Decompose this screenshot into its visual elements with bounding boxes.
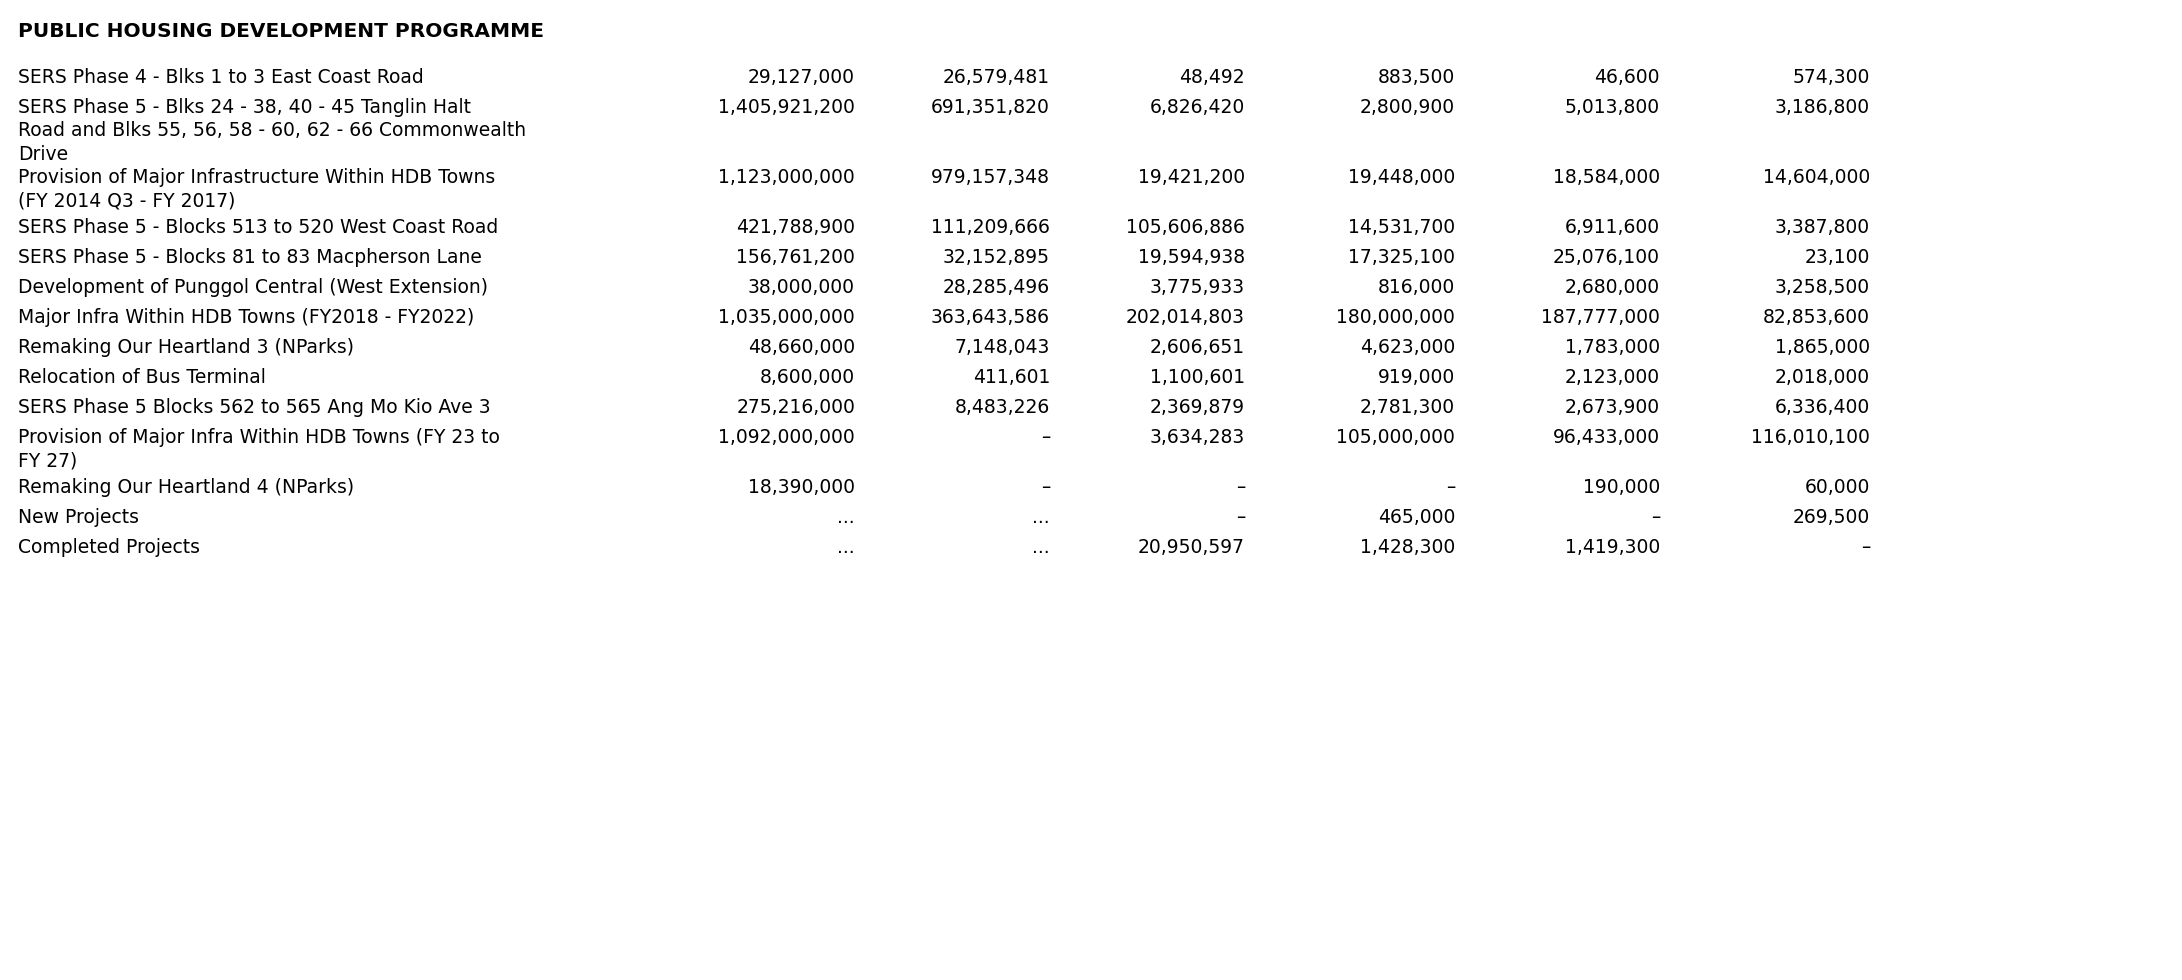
Text: ...: ... — [838, 538, 855, 557]
Text: 2,018,000: 2,018,000 — [1774, 368, 1870, 387]
Text: Development of Punggol Central (West Extension): Development of Punggol Central (West Ext… — [17, 278, 489, 297]
Text: 2,781,300: 2,781,300 — [1359, 398, 1455, 417]
Text: SERS Phase 5 - Blocks 513 to 520 West Coast Road: SERS Phase 5 - Blocks 513 to 520 West Co… — [17, 218, 497, 237]
Text: Completed Projects: Completed Projects — [17, 538, 201, 557]
Text: SERS Phase 4 - Blks 1 to 3 East Coast Road: SERS Phase 4 - Blks 1 to 3 East Coast Ro… — [17, 68, 423, 87]
Text: 23,100: 23,100 — [1805, 248, 1870, 267]
Text: 14,604,000: 14,604,000 — [1763, 168, 1870, 187]
Text: 187,777,000: 187,777,000 — [1540, 308, 1661, 327]
Text: 111,209,666: 111,209,666 — [932, 218, 1050, 237]
Text: SERS Phase 5 - Blocks 81 to 83 Macpherson Lane: SERS Phase 5 - Blocks 81 to 83 Macpherso… — [17, 248, 482, 267]
Text: –: – — [1652, 508, 1661, 527]
Text: 8,483,226: 8,483,226 — [956, 398, 1050, 417]
Text: –: – — [1041, 428, 1050, 447]
Text: 2,606,651: 2,606,651 — [1150, 338, 1246, 357]
Text: 6,826,420: 6,826,420 — [1150, 98, 1246, 117]
Text: 411,601: 411,601 — [973, 368, 1050, 387]
Text: –: – — [1447, 478, 1455, 497]
Text: 2,680,000: 2,680,000 — [1564, 278, 1661, 297]
Text: 574,300: 574,300 — [1794, 68, 1870, 87]
Text: Remaking Our Heartland 4 (NParks): Remaking Our Heartland 4 (NParks) — [17, 478, 353, 497]
Text: 3,258,500: 3,258,500 — [1774, 278, 1870, 297]
Text: 19,594,938: 19,594,938 — [1137, 248, 1246, 267]
Text: –: – — [1235, 478, 1246, 497]
Text: ...: ... — [1032, 508, 1050, 527]
Text: 14,531,700: 14,531,700 — [1348, 218, 1455, 237]
Text: 275,216,000: 275,216,000 — [735, 398, 855, 417]
Text: 48,660,000: 48,660,000 — [748, 338, 855, 357]
Text: 105,606,886: 105,606,886 — [1126, 218, 1246, 237]
Text: 883,500: 883,500 — [1377, 68, 1455, 87]
Text: Remaking Our Heartland 3 (NParks): Remaking Our Heartland 3 (NParks) — [17, 338, 353, 357]
Text: 105,000,000: 105,000,000 — [1335, 428, 1455, 447]
Text: Provision of Major Infrastructure Within HDB Towns
(FY 2014 Q3 - FY 2017): Provision of Major Infrastructure Within… — [17, 168, 495, 211]
Text: ...: ... — [1032, 538, 1050, 557]
Text: –: – — [1861, 538, 1870, 557]
Text: 691,351,820: 691,351,820 — [932, 98, 1050, 117]
Text: 1,428,300: 1,428,300 — [1359, 538, 1455, 557]
Text: 19,421,200: 19,421,200 — [1137, 168, 1246, 187]
Text: 2,673,900: 2,673,900 — [1564, 398, 1661, 417]
Text: 6,911,600: 6,911,600 — [1564, 218, 1661, 237]
Text: 2,800,900: 2,800,900 — [1359, 98, 1455, 117]
Text: 3,775,933: 3,775,933 — [1150, 278, 1246, 297]
Text: 8,600,000: 8,600,000 — [759, 368, 855, 387]
Text: 25,076,100: 25,076,100 — [1554, 248, 1661, 267]
Text: 1,123,000,000: 1,123,000,000 — [718, 168, 855, 187]
Text: 82,853,600: 82,853,600 — [1763, 308, 1870, 327]
Text: 2,123,000: 2,123,000 — [1564, 368, 1661, 387]
Text: 3,186,800: 3,186,800 — [1774, 98, 1870, 117]
Text: SERS Phase 5 - Blks 24 - 38, 40 - 45 Tanglin Halt
Road and Blks 55, 56, 58 - 60,: SERS Phase 5 - Blks 24 - 38, 40 - 45 Tan… — [17, 98, 526, 164]
Text: 180,000,000: 180,000,000 — [1335, 308, 1455, 327]
Text: –: – — [1235, 508, 1246, 527]
Text: 816,000: 816,000 — [1377, 278, 1455, 297]
Text: –: – — [1041, 478, 1050, 497]
Text: 38,000,000: 38,000,000 — [748, 278, 855, 297]
Text: ...: ... — [838, 508, 855, 527]
Text: 2,369,879: 2,369,879 — [1150, 398, 1246, 417]
Text: Relocation of Bus Terminal: Relocation of Bus Terminal — [17, 368, 266, 387]
Text: 26,579,481: 26,579,481 — [943, 68, 1050, 87]
Text: 421,788,900: 421,788,900 — [735, 218, 855, 237]
Text: 465,000: 465,000 — [1377, 508, 1455, 527]
Text: 18,390,000: 18,390,000 — [748, 478, 855, 497]
Text: Provision of Major Infra Within HDB Towns (FY 23 to
FY 27): Provision of Major Infra Within HDB Town… — [17, 428, 500, 470]
Text: 60,000: 60,000 — [1805, 478, 1870, 497]
Text: 5,013,800: 5,013,800 — [1564, 98, 1661, 117]
Text: 6,336,400: 6,336,400 — [1774, 398, 1870, 417]
Text: 96,433,000: 96,433,000 — [1554, 428, 1661, 447]
Text: SERS Phase 5 Blocks 562 to 565 Ang Mo Kio Ave 3: SERS Phase 5 Blocks 562 to 565 Ang Mo Ki… — [17, 398, 491, 417]
Text: 269,500: 269,500 — [1794, 508, 1870, 527]
Text: 1,865,000: 1,865,000 — [1774, 338, 1870, 357]
Text: 19,448,000: 19,448,000 — [1348, 168, 1455, 187]
Text: 1,783,000: 1,783,000 — [1564, 338, 1661, 357]
Text: 20,950,597: 20,950,597 — [1139, 538, 1246, 557]
Text: 363,643,586: 363,643,586 — [932, 308, 1050, 327]
Text: 4,623,000: 4,623,000 — [1359, 338, 1455, 357]
Text: 1,405,921,200: 1,405,921,200 — [718, 98, 855, 117]
Text: New Projects: New Projects — [17, 508, 140, 527]
Text: 17,325,100: 17,325,100 — [1348, 248, 1455, 267]
Text: 3,387,800: 3,387,800 — [1774, 218, 1870, 237]
Text: 190,000: 190,000 — [1582, 478, 1661, 497]
Text: Major Infra Within HDB Towns (FY2018 - FY2022): Major Infra Within HDB Towns (FY2018 - F… — [17, 308, 473, 327]
Text: PUBLIC HOUSING DEVELOPMENT PROGRAMME: PUBLIC HOUSING DEVELOPMENT PROGRAMME — [17, 22, 543, 41]
Text: 46,600: 46,600 — [1595, 68, 1661, 87]
Text: 48,492: 48,492 — [1180, 68, 1246, 87]
Text: 156,761,200: 156,761,200 — [735, 248, 855, 267]
Text: 18,584,000: 18,584,000 — [1554, 168, 1661, 187]
Text: 1,100,601: 1,100,601 — [1150, 368, 1246, 387]
Text: 1,419,300: 1,419,300 — [1564, 538, 1661, 557]
Text: 202,014,803: 202,014,803 — [1126, 308, 1246, 327]
Text: 116,010,100: 116,010,100 — [1752, 428, 1870, 447]
Text: 28,285,496: 28,285,496 — [943, 278, 1050, 297]
Text: 3,634,283: 3,634,283 — [1150, 428, 1246, 447]
Text: 29,127,000: 29,127,000 — [748, 68, 855, 87]
Text: 7,148,043: 7,148,043 — [956, 338, 1050, 357]
Text: 1,092,000,000: 1,092,000,000 — [718, 428, 855, 447]
Text: 979,157,348: 979,157,348 — [932, 168, 1050, 187]
Text: 32,152,895: 32,152,895 — [943, 248, 1050, 267]
Text: 919,000: 919,000 — [1377, 368, 1455, 387]
Text: 1,035,000,000: 1,035,000,000 — [718, 308, 855, 327]
